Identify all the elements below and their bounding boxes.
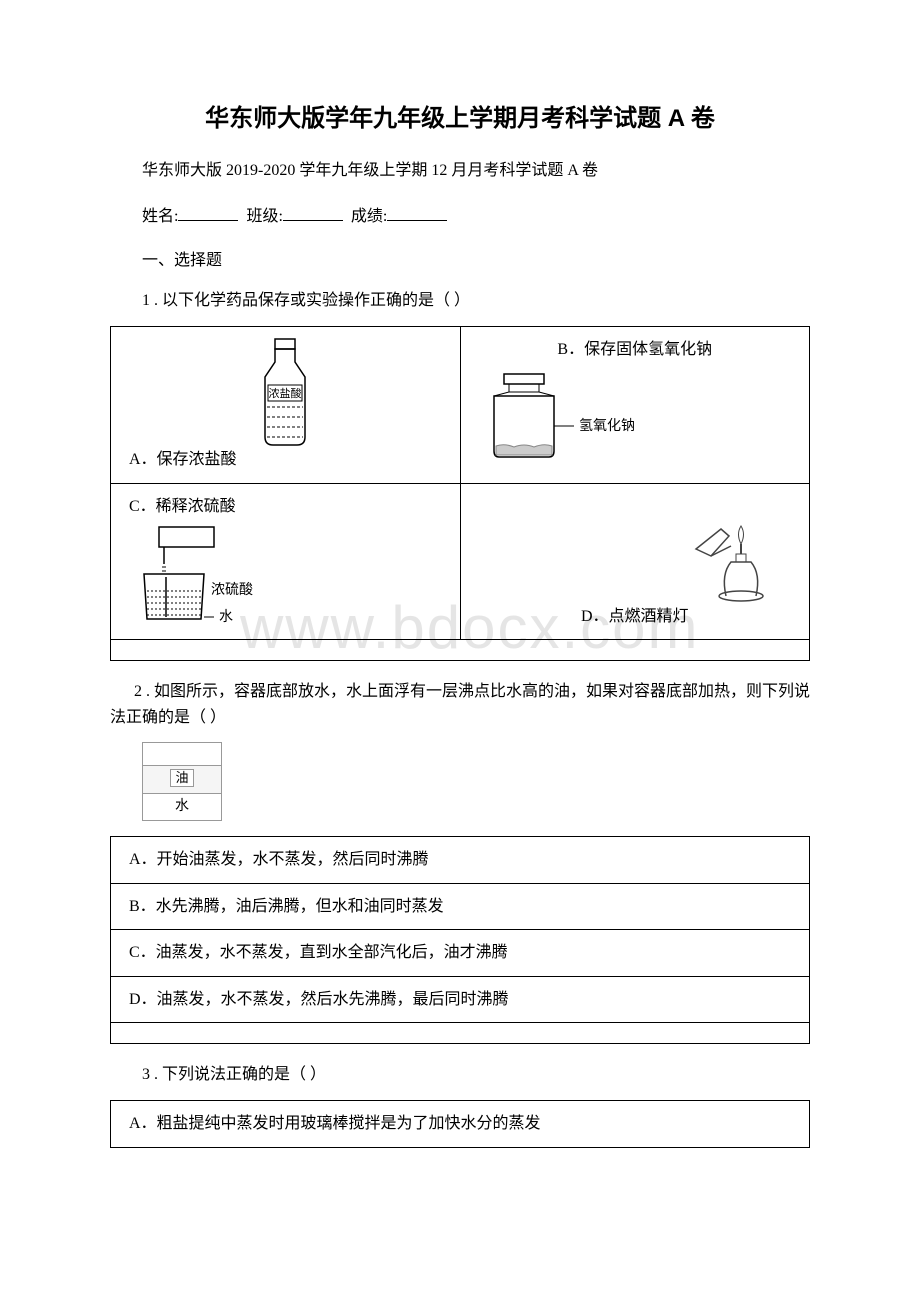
q1-option-c-label: C．稀释浓硫酸 <box>129 494 442 520</box>
section-heading: 一、选择题 <box>110 248 810 274</box>
q2-option-c: C．油蒸发，水不蒸发，直到水全部汽化后，油才沸腾 <box>111 930 810 977</box>
q3-options-table: A．粗盐提纯中蒸发时用玻璃棒搅拌是为了加快水分的蒸发 <box>110 1100 810 1148</box>
q1-option-a-cell: 浓盐酸 A．保存浓盐酸 <box>111 326 461 483</box>
q3-option-a: A．粗盐提纯中蒸发时用玻璃棒搅拌是为了加快水分的蒸发 <box>111 1101 810 1148</box>
q1-options-table: 浓盐酸 A．保存浓盐酸 B．保存固体氢氧化钠 氢氧化钠 <box>110 326 810 661</box>
page-title: 华东师大版学年九年级上学期月考科学试题 A 卷 <box>110 100 810 138</box>
q3-text: 3 . 下列说法正确的是（ ） <box>110 1062 810 1088</box>
form-line: 姓名: 班级: 成绩: <box>110 202 810 230</box>
class-label: 班级: <box>246 208 282 225</box>
q1-option-a-label: A．保存浓盐酸 <box>129 447 442 473</box>
q1-option-c-cell: C．稀释浓硫酸 浓硫酸 水 <box>111 483 461 640</box>
oil-label: 油 <box>170 769 193 787</box>
svg-text:氢氧化钠: 氢氧化钠 <box>579 418 635 434</box>
score-label: 成绩: <box>351 208 387 225</box>
q1-empty-row <box>111 640 810 661</box>
bottle-naoh-icon: 氢氧化钠 <box>479 371 659 461</box>
q2-option-d: D．油蒸发，水不蒸发，然后水先沸腾，最后同时沸腾 <box>111 976 810 1023</box>
score-blank <box>387 202 447 221</box>
q1-option-d-cell: D．点燃酒精灯 <box>460 483 810 640</box>
q1-option-b-cell: B．保存固体氢氧化钠 氢氧化钠 <box>460 326 810 483</box>
water-label: 水 <box>143 794 221 820</box>
svg-text:浓盐酸: 浓盐酸 <box>269 386 302 400</box>
bottle-hcl-icon: 浓盐酸 <box>245 337 325 447</box>
q2-diagram: 油 水 <box>142 742 810 821</box>
q1-option-d-label: D．点燃酒精灯 <box>479 604 792 630</box>
svg-text:水: 水 <box>219 609 233 625</box>
q2-option-b: B．水先沸腾，油后沸腾，但水和油同时蒸发 <box>111 883 810 930</box>
q2-option-a: A．开始油蒸发，水不蒸发，然后同时沸腾 <box>111 837 810 884</box>
q2-options-table: A．开始油蒸发，水不蒸发，然后同时沸腾 B．水先沸腾，油后沸腾，但水和油同时蒸发… <box>110 836 810 1044</box>
q1-text: 1 . 以下化学药品保存或实验操作正确的是（ ） <box>110 288 810 314</box>
alcohol-lamp-icon <box>681 514 791 604</box>
class-blank <box>283 202 343 221</box>
dilute-acid-icon: 浓硫酸 水 <box>129 519 289 629</box>
subtitle-text: 华东师大版 2019-2020 学年九年级上学期 12 月月考科学试题 A 卷 <box>110 158 810 184</box>
q2-empty-row <box>111 1023 810 1044</box>
q1-option-b-label: B．保存固体氢氧化钠 <box>479 337 792 363</box>
name-label: 姓名: <box>142 208 178 225</box>
svg-text:浓硫酸: 浓硫酸 <box>211 582 253 598</box>
name-blank <box>178 202 238 221</box>
q2-text: 2 . 如图所示，容器底部放水，水上面浮有一层沸点比水高的油，如果对容器底部加热… <box>110 679 810 730</box>
